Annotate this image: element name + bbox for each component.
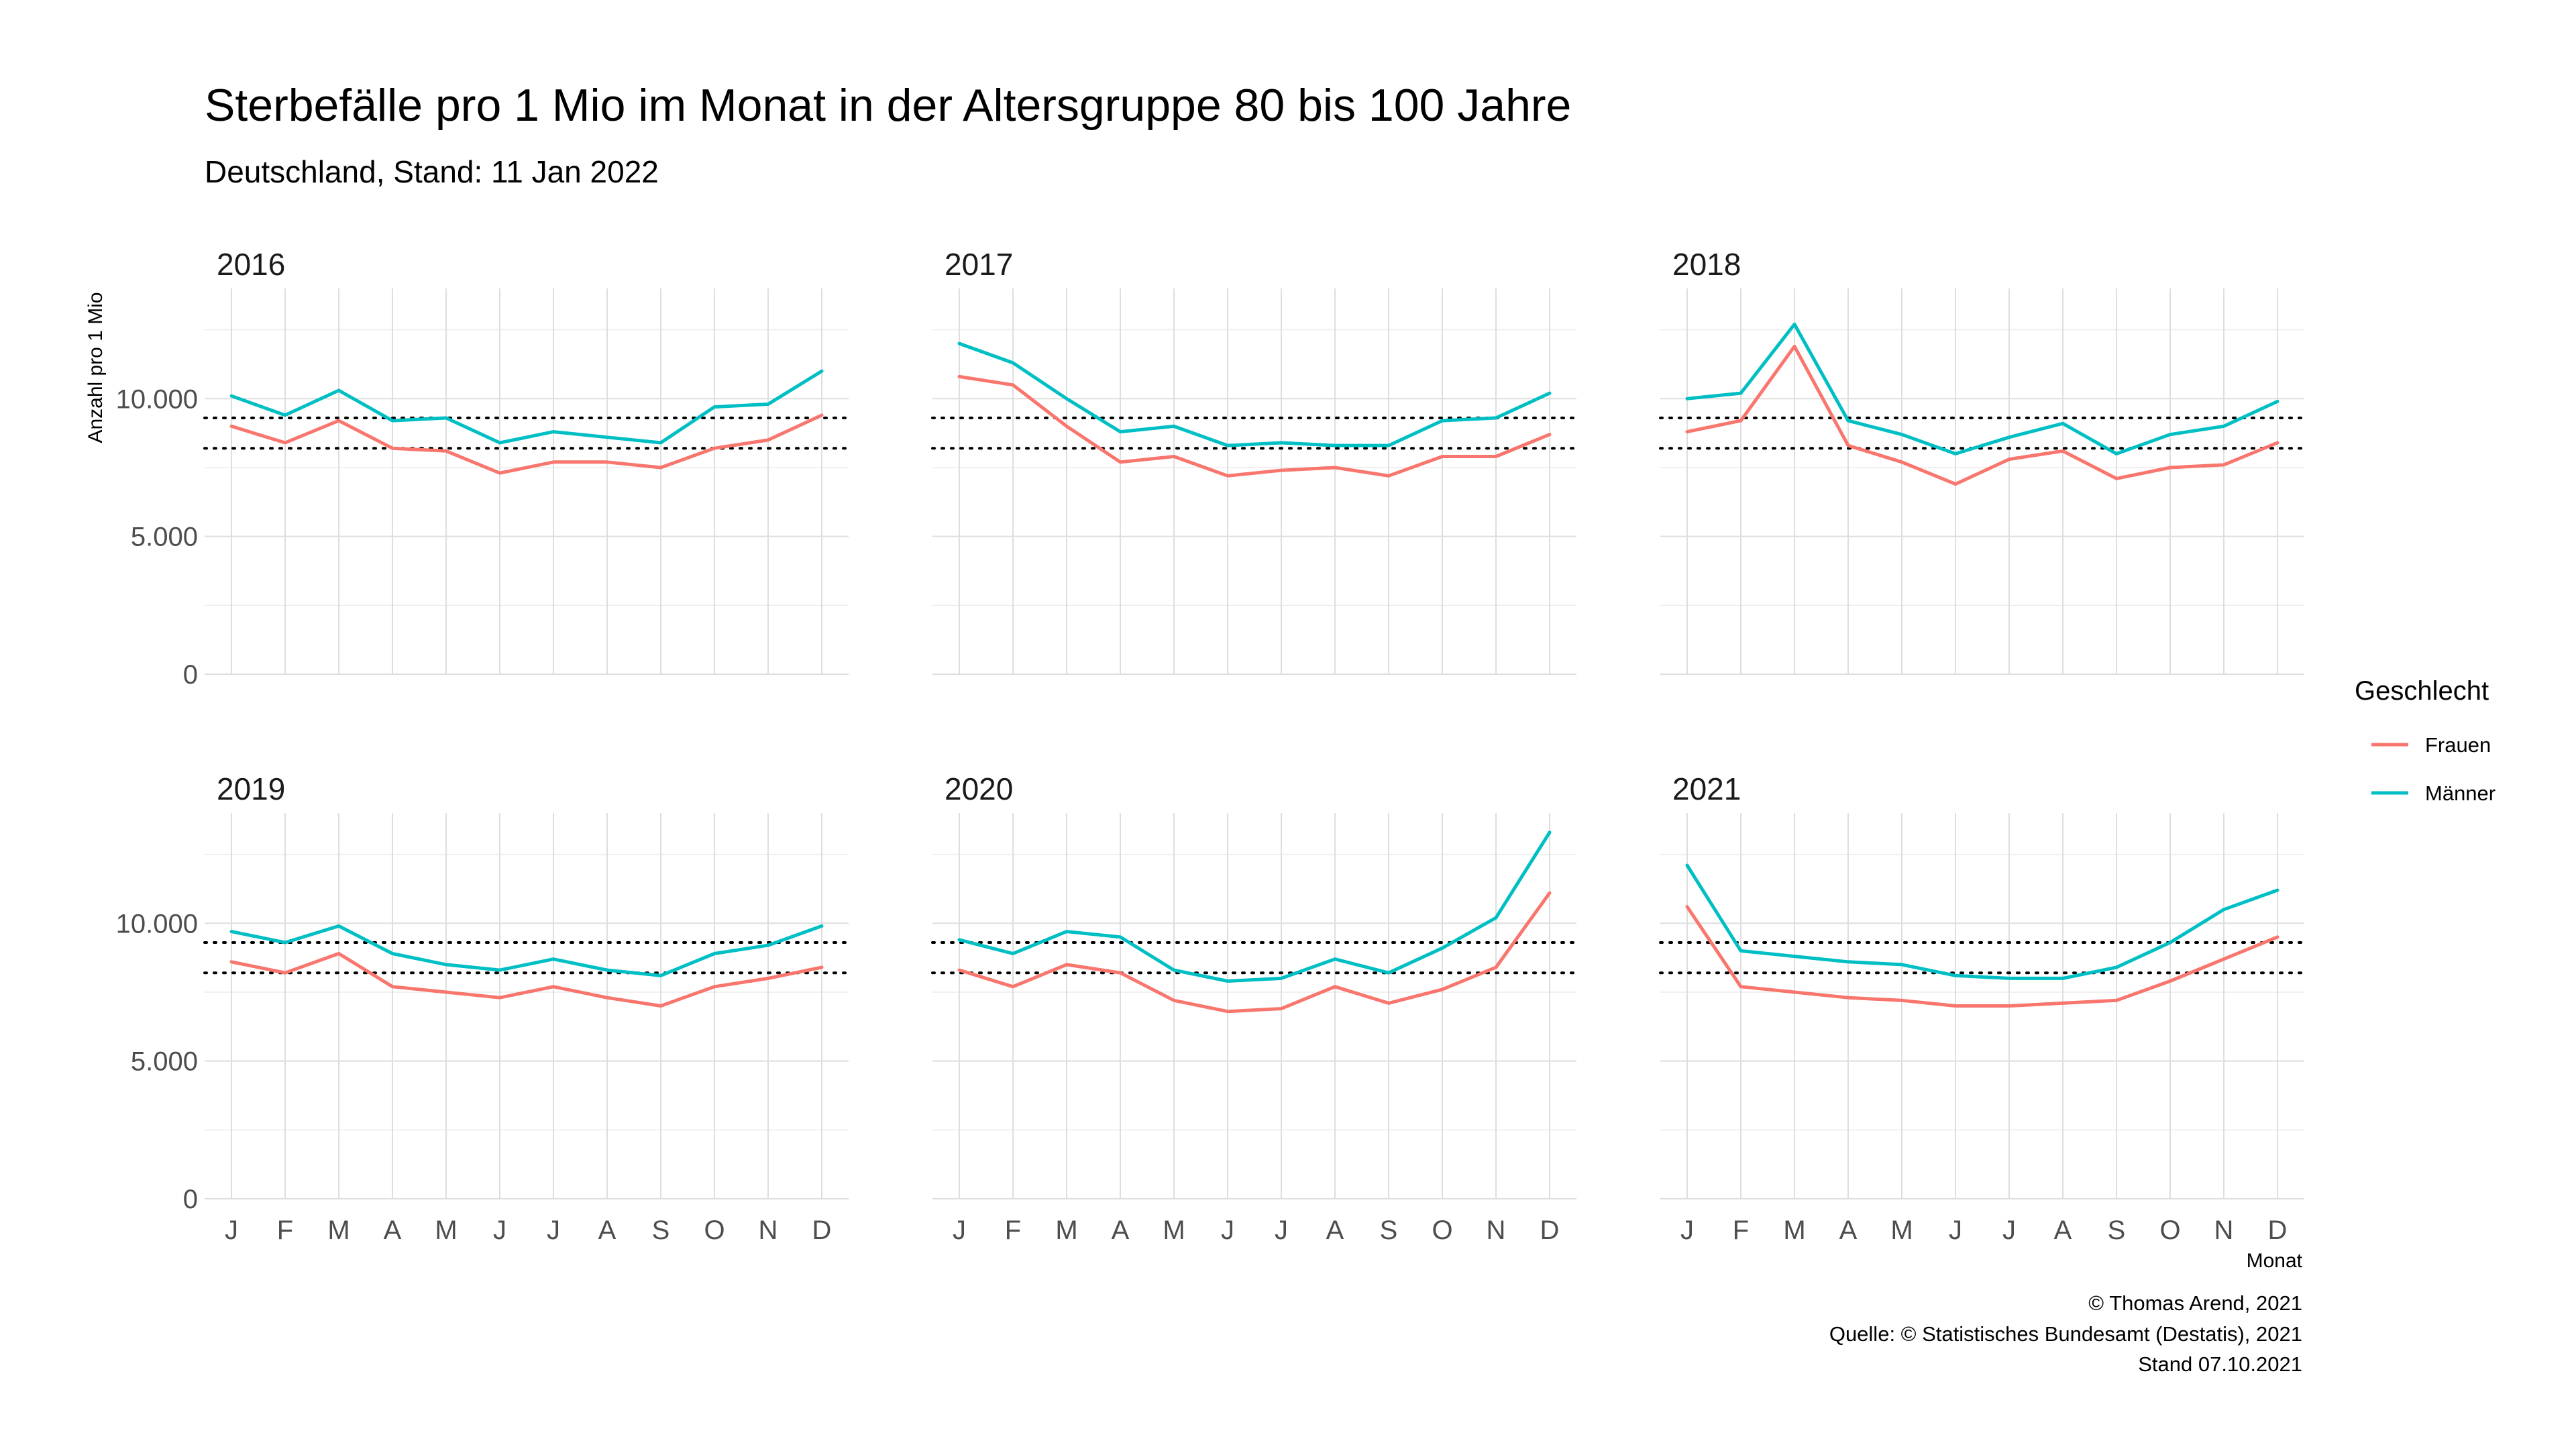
facet-label: 2021 xyxy=(1672,771,1741,806)
facet-label: 2020 xyxy=(945,771,1013,806)
y-tick-label: 10.000 xyxy=(116,909,198,938)
series-line-männer-2017 xyxy=(957,341,1552,447)
x-tick-label: A xyxy=(1326,1216,1344,1245)
series-line-männer-2016 xyxy=(229,369,824,445)
series-line-männer-2019 xyxy=(229,924,824,977)
legend-label-frauen: Frauen xyxy=(2425,733,2491,757)
legend-label-maenner: Männer xyxy=(2425,782,2496,805)
x-tick-label: N xyxy=(2214,1216,2234,1245)
chart-subtitle: Deutschland, Stand: 11 Jan 2022 xyxy=(205,154,659,189)
facet-label: 2018 xyxy=(1672,247,1741,282)
x-tick-label: M xyxy=(1055,1216,1077,1245)
facet-2021: 2021 J F M A M J J A S O N D xyxy=(1659,771,2306,1245)
x-tick-label: D xyxy=(1540,1216,1560,1245)
facet-2019: 2019 0 5.000 10.000 J F M A M J J A S O N D xyxy=(116,771,850,1245)
x-tick-label: A xyxy=(2054,1216,2072,1245)
series-line-frauen-2021 xyxy=(1685,905,2279,1008)
x-axis-title: Monat xyxy=(2247,1250,2303,1272)
y-tick-label: 10.000 xyxy=(116,384,198,414)
facet-label: 2019 xyxy=(217,771,285,806)
y-tick-label: 0 xyxy=(183,1185,198,1214)
x-tick-label: D xyxy=(812,1216,832,1245)
facet-2017: 2017 xyxy=(931,247,1578,675)
series-line-frauen-2019 xyxy=(229,952,824,1008)
x-tick-label: J xyxy=(1275,1216,1288,1245)
facet-label: 2017 xyxy=(945,247,1013,282)
x-tick-label: D xyxy=(2268,1216,2288,1245)
x-tick-label: S xyxy=(2108,1216,2126,1245)
x-tick-label: F xyxy=(1733,1216,1749,1245)
x-tick-label: S xyxy=(652,1216,670,1245)
x-tick-label: S xyxy=(1380,1216,1398,1245)
x-tick-label: J xyxy=(2002,1216,2016,1245)
series-line-männer-2018 xyxy=(1685,322,2279,455)
facet-2018: 2018 xyxy=(1659,247,2306,675)
y-axis-title: Anzahl pro 1 Mio xyxy=(85,292,107,443)
series-line-männer-2020 xyxy=(957,830,1552,983)
x-tick-label: N xyxy=(1487,1216,1506,1245)
x-tick-label: A xyxy=(598,1216,616,1245)
x-tick-label: M xyxy=(1163,1216,1185,1245)
y-tick-label: 5.000 xyxy=(131,523,198,552)
x-tick-label: O xyxy=(2159,1216,2180,1245)
facet-label: 2016 xyxy=(217,247,285,282)
legend: Geschlecht Frauen Männer xyxy=(2355,676,2496,805)
x-tick-label: M xyxy=(1890,1216,1913,1245)
caption: © Thomas Arend, 2021 Quelle: © Statistis… xyxy=(1829,1291,2302,1376)
x-tick-label: J xyxy=(1221,1216,1234,1245)
facet-2016: 2016 0 5.000 10.000 xyxy=(116,247,850,690)
x-tick-label: M xyxy=(435,1216,457,1245)
x-tick-label: J xyxy=(225,1216,238,1245)
x-tick-label: J xyxy=(1949,1216,1962,1245)
x-tick-label: N xyxy=(759,1216,778,1245)
series-line-frauen-2018 xyxy=(1685,344,2279,486)
facet-panels: 2016 0 5.000 10.000 2017 2018 2019 0 5.000 10.000… xyxy=(116,247,2306,1245)
x-tick-label: J xyxy=(953,1216,966,1245)
series-line-frauen-2016 xyxy=(229,413,824,475)
x-tick-label: A xyxy=(1112,1216,1130,1245)
x-tick-label: F xyxy=(1005,1216,1021,1245)
y-tick-label: 0 xyxy=(183,660,198,690)
series-line-frauen-2020 xyxy=(957,891,1552,1014)
caption-author: © Thomas Arend, 2021 xyxy=(2088,1291,2302,1315)
x-tick-label: F xyxy=(277,1216,293,1245)
caption-source: Quelle: © Statistisches Bundesamt (Desta… xyxy=(1829,1322,2302,1346)
x-tick-label: J xyxy=(1680,1216,1694,1245)
x-tick-label: O xyxy=(704,1216,724,1245)
caption-date: Stand 07.10.2021 xyxy=(2138,1352,2302,1376)
series-line-frauen-2017 xyxy=(957,374,1552,478)
y-tick-label: 5.000 xyxy=(131,1047,198,1077)
x-tick-label: M xyxy=(327,1216,350,1245)
facet-2020: 2020 J F M A M J J A S O N D xyxy=(931,771,1578,1245)
x-tick-label: A xyxy=(1839,1216,1858,1245)
chart-title: Sterbefälle pro 1 Mio im Monat in der Al… xyxy=(205,80,1571,131)
x-tick-label: A xyxy=(384,1216,402,1245)
x-tick-label: J xyxy=(547,1216,560,1245)
x-tick-label: O xyxy=(1432,1216,1452,1245)
x-tick-label: J xyxy=(493,1216,506,1245)
x-tick-label: M xyxy=(1783,1216,1805,1245)
legend-title: Geschlecht xyxy=(2355,676,2489,706)
series-line-männer-2021 xyxy=(1685,863,2279,980)
